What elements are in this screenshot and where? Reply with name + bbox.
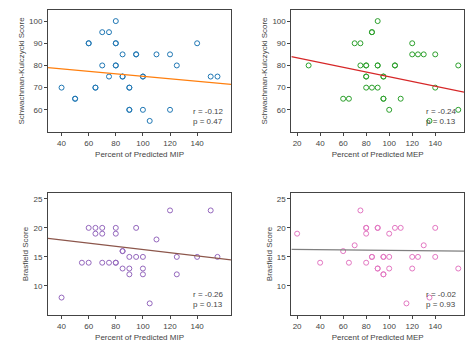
svg-text:Percent of Predicted MIP: Percent of Predicted MIP [95, 333, 184, 342]
svg-text:60: 60 [277, 106, 286, 115]
svg-text:Brasfield Score: Brasfield Score [21, 226, 30, 281]
svg-text:120: 120 [163, 322, 177, 331]
svg-text:10: 10 [277, 282, 286, 291]
svg-text:60: 60 [84, 322, 93, 331]
svg-text:20: 20 [293, 322, 302, 331]
svg-text:80: 80 [362, 322, 371, 331]
svg-text:60: 60 [84, 139, 93, 148]
svg-text:90: 90 [33, 39, 42, 48]
svg-text:70: 70 [277, 83, 286, 92]
svg-text:70: 70 [33, 83, 42, 92]
svg-text:100: 100 [136, 139, 150, 148]
svg-text:140: 140 [429, 322, 443, 331]
svg-text:140: 140 [190, 322, 204, 331]
svg-text:90: 90 [277, 39, 286, 48]
svg-text:80: 80 [277, 61, 286, 70]
svg-text:140: 140 [190, 139, 204, 148]
svg-text:Percent of Predicted MEP: Percent of Predicted MEP [332, 150, 424, 159]
svg-text:60: 60 [33, 106, 42, 115]
svg-text:Schwachman-Kulczycki Score: Schwachman-Kulczycki Score [260, 17, 269, 125]
svg-text:40: 40 [316, 322, 325, 331]
svg-text:10: 10 [33, 282, 42, 291]
svg-text:80: 80 [362, 139, 371, 148]
svg-text:25: 25 [277, 195, 286, 204]
svg-text:140: 140 [429, 139, 443, 148]
svg-text:15: 15 [277, 253, 286, 262]
svg-text:80: 80 [111, 139, 120, 148]
svg-text:r = -0.12p = 0.47: r = -0.12p = 0.47 [193, 107, 224, 126]
svg-text:100: 100 [383, 322, 397, 331]
svg-text:Brasfield Score: Brasfield Score [265, 226, 274, 281]
svg-text:120: 120 [406, 322, 420, 331]
svg-text:25: 25 [33, 195, 42, 204]
svg-text:Percent of Predicted MIP: Percent of Predicted MIP [95, 150, 184, 159]
svg-text:60: 60 [339, 139, 348, 148]
svg-text:20: 20 [277, 224, 286, 233]
svg-text:r = -0.24p = 0.13: r = -0.24p = 0.13 [426, 107, 457, 126]
svg-text:100: 100 [29, 17, 43, 26]
svg-text:15: 15 [33, 253, 42, 262]
svg-text:20: 20 [33, 224, 42, 233]
svg-text:120: 120 [406, 139, 420, 148]
svg-text:Schwachman-Kulczycki Score: Schwachman-Kulczycki Score [17, 17, 26, 125]
svg-text:r = -0.26p = 0.13: r = -0.26p = 0.13 [193, 290, 224, 309]
svg-text:120: 120 [163, 139, 177, 148]
svg-text:20: 20 [293, 139, 302, 148]
svg-text:100: 100 [383, 139, 397, 148]
svg-text:80: 80 [111, 322, 120, 331]
svg-text:40: 40 [57, 322, 66, 331]
svg-text:100: 100 [136, 322, 150, 331]
svg-text:Percent of Predicted MEP: Percent of Predicted MEP [332, 333, 424, 342]
svg-text:r = -0.02p = 0.93: r = -0.02p = 0.93 [426, 290, 457, 309]
svg-text:80: 80 [33, 61, 42, 70]
svg-text:60: 60 [339, 322, 348, 331]
svg-text:40: 40 [57, 139, 66, 148]
svg-text:40: 40 [316, 139, 325, 148]
svg-text:100: 100 [272, 17, 286, 26]
